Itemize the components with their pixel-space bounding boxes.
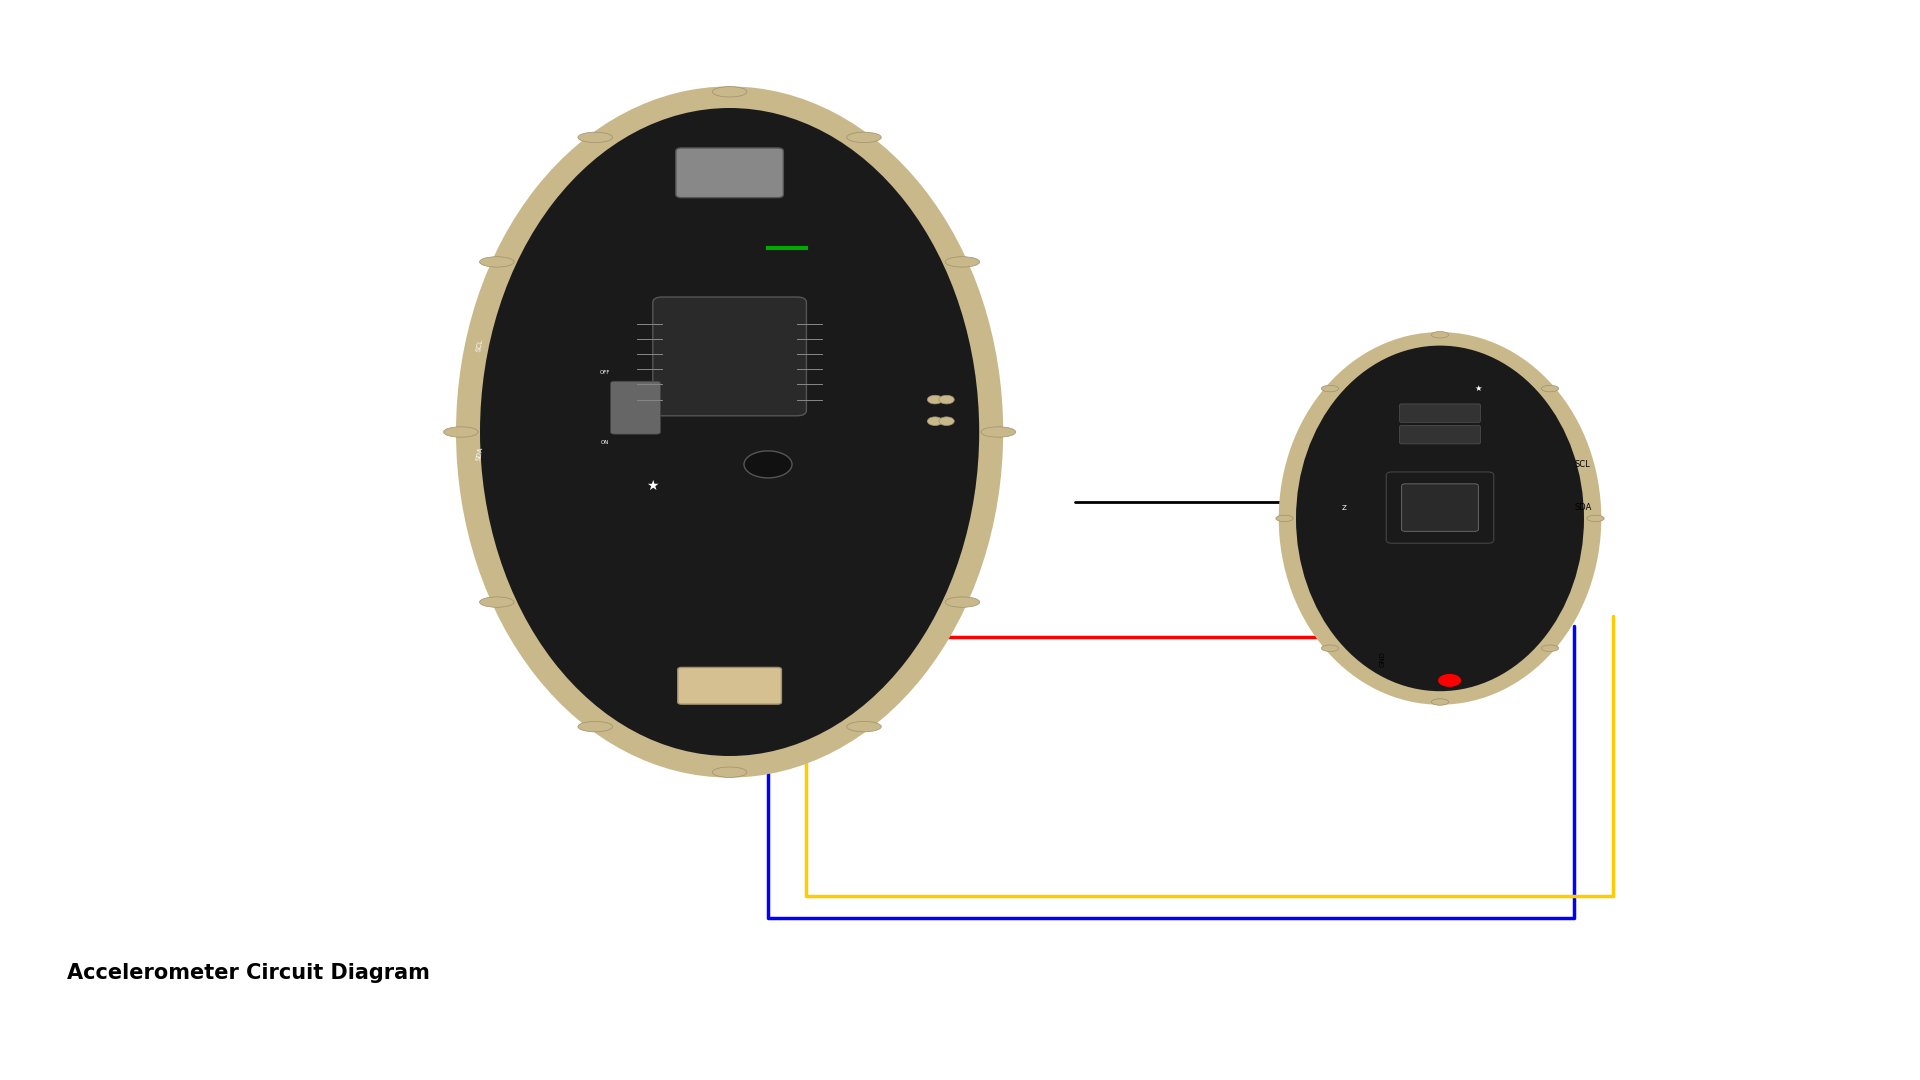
Ellipse shape (1275, 515, 1294, 522)
Ellipse shape (1321, 386, 1338, 392)
FancyBboxPatch shape (611, 381, 660, 434)
FancyBboxPatch shape (1402, 484, 1478, 531)
Ellipse shape (480, 597, 515, 607)
Ellipse shape (927, 395, 943, 404)
Ellipse shape (945, 257, 979, 267)
Ellipse shape (1430, 332, 1450, 338)
Ellipse shape (1321, 645, 1338, 651)
Ellipse shape (1542, 386, 1559, 392)
Ellipse shape (457, 86, 1002, 778)
Ellipse shape (444, 427, 478, 437)
Ellipse shape (578, 721, 612, 732)
Ellipse shape (927, 417, 943, 426)
Ellipse shape (1430, 699, 1450, 705)
Ellipse shape (480, 257, 515, 267)
Ellipse shape (1586, 515, 1605, 522)
Circle shape (1438, 674, 1461, 687)
FancyBboxPatch shape (678, 667, 781, 704)
Text: SDA: SDA (1574, 503, 1592, 512)
Ellipse shape (480, 108, 979, 756)
Ellipse shape (712, 767, 747, 778)
FancyBboxPatch shape (1400, 426, 1480, 444)
Ellipse shape (945, 597, 979, 607)
Text: SCL: SCL (1574, 460, 1590, 469)
Text: GND: GND (1379, 651, 1386, 666)
FancyBboxPatch shape (676, 148, 783, 198)
Ellipse shape (847, 721, 881, 732)
Ellipse shape (847, 132, 881, 143)
Ellipse shape (1542, 645, 1559, 651)
Ellipse shape (745, 451, 791, 478)
Ellipse shape (981, 427, 1016, 437)
Text: Z: Z (1342, 504, 1346, 511)
Text: SDA: SDA (476, 446, 484, 461)
Ellipse shape (1279, 332, 1601, 704)
Text: Accelerometer Circuit Diagram: Accelerometer Circuit Diagram (67, 962, 430, 983)
Text: SCL: SCL (476, 339, 484, 352)
FancyBboxPatch shape (653, 297, 806, 416)
Ellipse shape (578, 132, 612, 143)
Text: ★: ★ (647, 480, 659, 492)
Ellipse shape (1296, 346, 1584, 691)
Ellipse shape (939, 417, 954, 426)
Ellipse shape (712, 86, 747, 97)
Ellipse shape (939, 395, 954, 404)
FancyBboxPatch shape (1400, 404, 1480, 422)
Text: OFF: OFF (599, 370, 611, 375)
Text: ON: ON (601, 441, 609, 445)
Text: ★: ★ (1475, 384, 1482, 393)
FancyBboxPatch shape (1386, 472, 1494, 543)
